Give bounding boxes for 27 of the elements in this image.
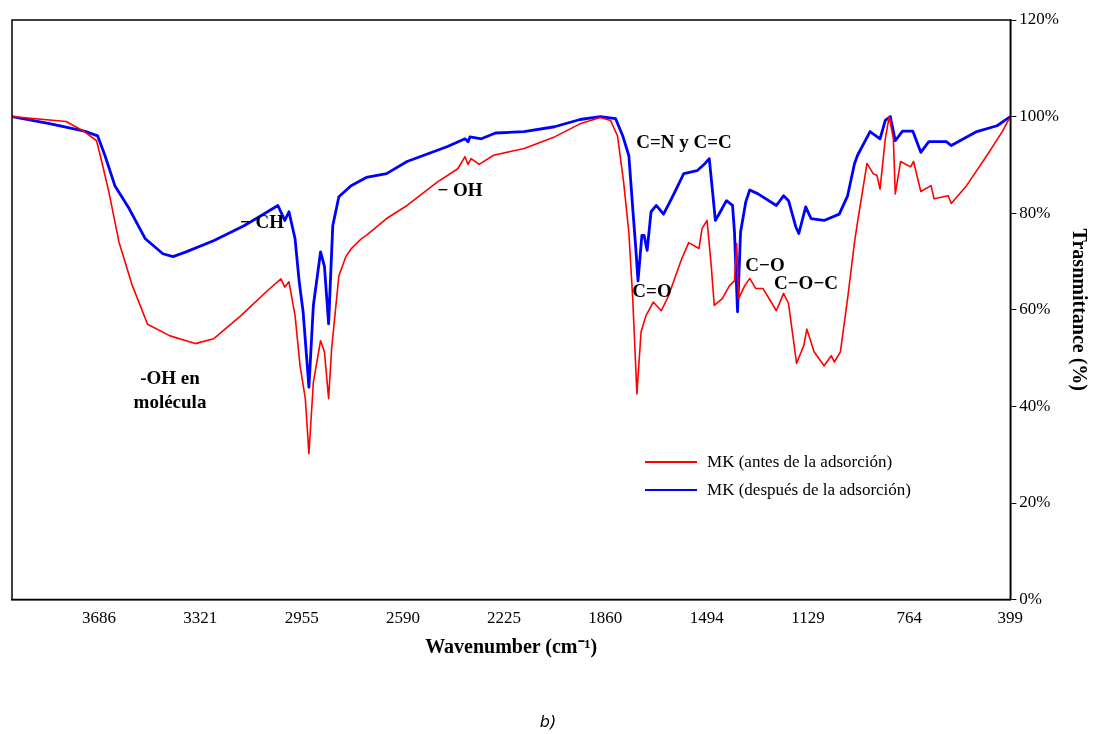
y-tick-label: 40%: [1019, 395, 1051, 415]
y-tick-label: 60%: [1019, 299, 1051, 319]
y-tick-label: 0%: [1019, 589, 1043, 609]
x-tick-label: 1860: [588, 608, 623, 628]
x-tick-label: 2590: [385, 608, 420, 628]
x-tick-label: 2225: [487, 608, 522, 628]
x-tick-label: 764: [896, 608, 923, 628]
y-tick-label: 80%: [1019, 202, 1051, 222]
x-tick-label: 1129: [791, 608, 825, 628]
annotation: C=N y C=C: [636, 130, 732, 154]
y-tick-label: 20%: [1019, 492, 1051, 512]
x-tick-label: 3321: [183, 608, 218, 628]
legend-label: MK (antes de la adsorción): [707, 452, 893, 472]
annotation: − OH: [437, 178, 483, 202]
text: b): [539, 711, 557, 733]
x-tick-label: 399: [997, 608, 1024, 628]
annotation: C=O: [632, 279, 672, 303]
y-tick-label: 100%: [1019, 106, 1060, 126]
x-tick-label: 2955: [284, 608, 319, 628]
legend-label: MK (después de la adsorción): [707, 480, 911, 500]
x-tick-label: 1494: [689, 608, 725, 628]
x-tick-label: 3686: [82, 608, 117, 628]
annotation: − CH: [239, 210, 285, 234]
y-axis-title: Trasnmittance (%): [1067, 228, 1091, 391]
y-tick-label: 120%: [1019, 9, 1060, 29]
annotation: -OH en molécula: [132, 366, 208, 414]
x-axis-title: Wavenumber (cm⁻¹): [425, 635, 598, 659]
